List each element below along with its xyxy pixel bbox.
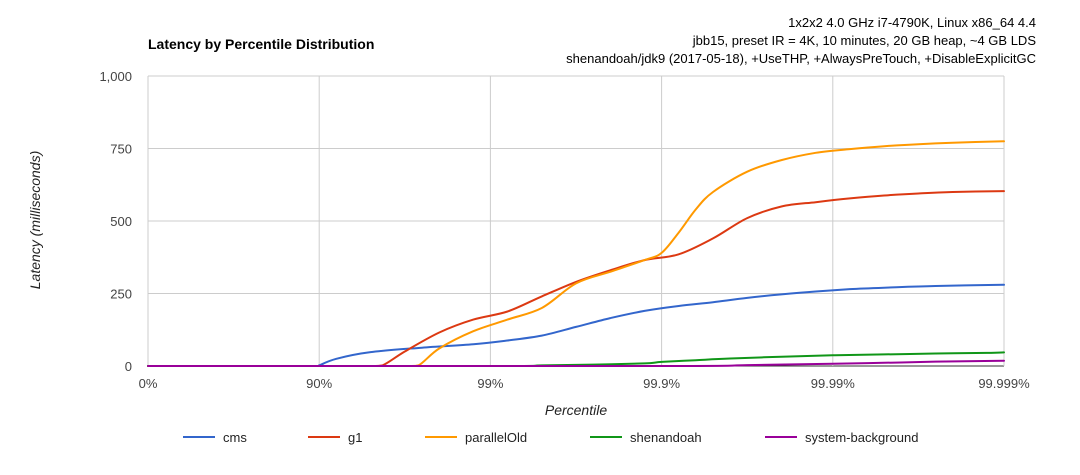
legend-label-system-background: system-background [805, 430, 918, 445]
y-axis-title: Latency (milliseconds) [27, 151, 43, 290]
series-line-parallelOld [147, 140, 1005, 368]
series-line-cms [147, 283, 1005, 368]
y-axis: 0 250 500 750 1,000 [99, 69, 132, 374]
chart-subtitle-line-3: shenandoah/jdk9 (2017-05-18), +UseTHP, +… [566, 51, 1036, 66]
y-tick-label: 750 [110, 142, 132, 157]
series-lines [147, 140, 1005, 368]
legend-label-g1: g1 [348, 430, 362, 445]
series-line-g1 [147, 190, 1005, 368]
x-tick-label: 90% [306, 376, 332, 391]
y-tick-label: 1,000 [99, 69, 132, 84]
grid [147, 75, 1005, 367]
chart-subtitle-line-2: jbb15, preset IR = 4K, 10 minutes, 20 GB… [692, 33, 1037, 48]
x-axis-title: Percentile [545, 402, 607, 418]
legend-label-shenandoah: shenandoah [630, 430, 702, 445]
y-tick-label: 500 [110, 214, 132, 229]
y-tick-label: 250 [110, 287, 132, 302]
chart-subtitle-line-1: 1x2x2 4.0 GHz i7-4790K, Linux x86_64 4.4 [788, 15, 1036, 30]
legend-label-cms: cms [223, 430, 247, 445]
x-tick-label: 0% [139, 376, 158, 391]
x-tick-label: 99.9% [643, 376, 680, 391]
chart-title: Latency by Percentile Distribution [148, 36, 374, 52]
legend-label-parallelOld: parallelOld [465, 430, 527, 445]
legend: cms g1 parallelOld shenandoah system-backgro… [183, 430, 918, 445]
x-tick-label: 99.99% [811, 376, 856, 391]
y-tick-label: 0 [125, 359, 132, 374]
series-line-shenandoah [147, 351, 1005, 368]
x-tick-label: 99.999% [978, 376, 1030, 391]
x-axis: 0% 90% 99% 99.9% 99.99% 99.999% [139, 376, 1030, 391]
x-tick-label: 99% [477, 376, 503, 391]
series-line-system-background [147, 359, 1005, 368]
